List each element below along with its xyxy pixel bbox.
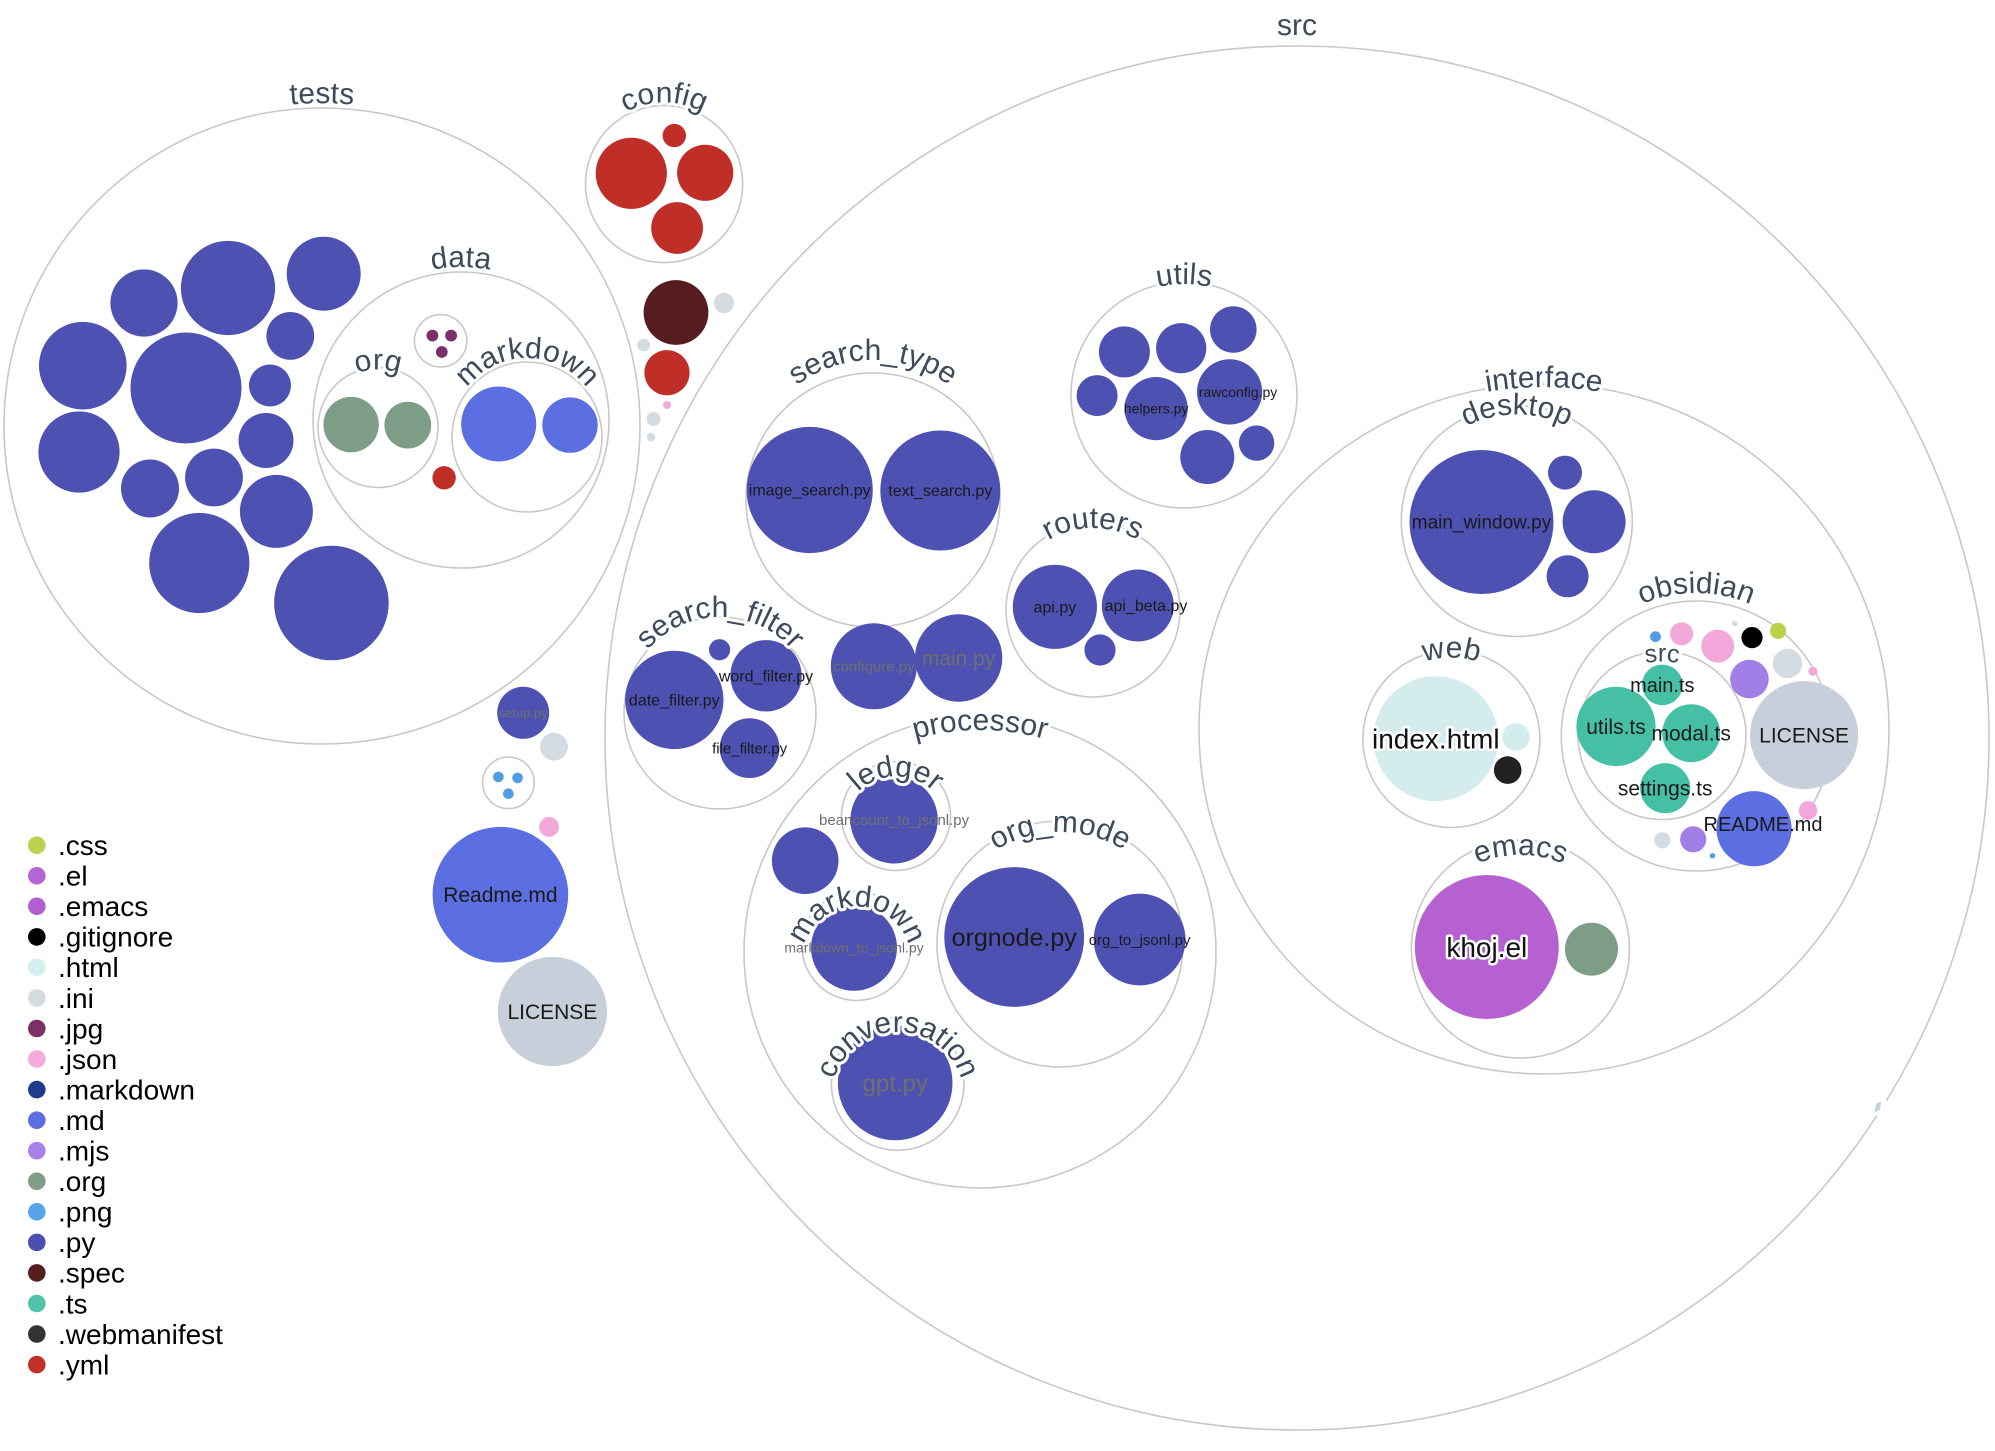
svg-text:.mjs: .mjs [58, 1136, 109, 1167]
svg-text:.spec: .spec [58, 1258, 125, 1289]
svg-text:markdown_to_jsonl.py: markdown_to_jsonl.py [784, 940, 923, 956]
svg-text:config: config [615, 76, 713, 118]
svg-text:.ts: .ts [58, 1288, 88, 1319]
svg-text:interface: interface [1483, 361, 1605, 399]
svg-text:file_filter.py: file_filter.py [712, 740, 788, 757]
svg-text:org_to_jsonl.py: org_to_jsonl.py [1089, 932, 1191, 949]
svg-text:setup.py: setup.py [499, 705, 549, 720]
svg-text:gpt.py: gpt.py [863, 1070, 928, 1097]
svg-text:data: data [428, 241, 494, 277]
svg-text:.yml: .yml [58, 1349, 109, 1380]
svg-text:Readme.md: Readme.md [443, 884, 557, 907]
svg-text:.py: .py [58, 1227, 95, 1258]
svg-text:api.py: api.py [1034, 599, 1077, 616]
svg-text:rawconfig.py: rawconfig.py [1199, 384, 1278, 400]
svg-text:word_filter.py: word_filter.py [718, 668, 813, 685]
svg-text:helpers.py: helpers.py [1124, 401, 1189, 417]
svg-text:.markdown: .markdown [58, 1074, 195, 1105]
svg-text:orgnode.py: orgnode.py [952, 924, 1078, 952]
svg-text:org_mode: org_mode [984, 806, 1137, 856]
svg-text:.emacs: .emacs [58, 891, 148, 922]
svg-text:tests: tests [288, 77, 355, 112]
svg-text:utils.ts: utils.ts [1586, 716, 1646, 739]
svg-text:search_type: search_type [782, 334, 963, 391]
svg-text:.gitignore: .gitignore [58, 922, 173, 953]
svg-text:processor: processor [909, 704, 1052, 746]
svg-text:main_window.py: main_window.py [1412, 513, 1552, 534]
svg-text:settings.ts: settings.ts [1618, 778, 1713, 801]
svg-text:configure.py: configure.py [833, 659, 915, 676]
svg-text:text_search.py: text_search.py [888, 483, 992, 500]
svg-text:.ini: .ini [58, 983, 94, 1014]
svg-text:khoj.el: khoj.el [1446, 932, 1527, 963]
svg-text:src: src [1277, 9, 1318, 42]
svg-text:main.py: main.py [922, 647, 996, 670]
svg-text:.md: .md [58, 1105, 105, 1136]
svg-text:.org: .org [58, 1166, 106, 1197]
svg-text:image_search.py: image_search.py [749, 483, 871, 500]
svg-text:beancount_to_jsonl.py: beancount_to_jsonl.py [819, 812, 970, 829]
svg-text:obsidian: obsidian [1633, 567, 1760, 611]
svg-text:LICENSE: LICENSE [507, 1001, 597, 1024]
svg-text:routers: routers [1036, 502, 1149, 546]
svg-text:LICENSE: LICENSE [1759, 724, 1849, 747]
svg-text:modal.ts: modal.ts [1652, 723, 1731, 746]
svg-text:main.ts: main.ts [1630, 675, 1694, 697]
svg-text:org: org [351, 344, 405, 380]
svg-text:api_beta.py: api_beta.py [1105, 598, 1188, 615]
svg-text:.json: .json [58, 1044, 117, 1075]
svg-text:.el: .el [58, 861, 88, 892]
svg-text:markdown: markdown [449, 332, 607, 393]
svg-text:emacs: emacs [1469, 829, 1572, 871]
svg-text:date_filter.py: date_filter.py [629, 693, 720, 710]
svg-text:.jpg: .jpg [58, 1013, 103, 1044]
svg-text:.html: .html [58, 952, 119, 983]
svg-text:desktop: desktop [1456, 388, 1577, 432]
svg-text:.png: .png [58, 1197, 113, 1228]
svg-text:.css: .css [58, 830, 108, 861]
svg-text:index.html: index.html [1372, 724, 1500, 755]
svg-text:README.md: README.md [1704, 814, 1823, 836]
svg-text:utils: utils [1153, 258, 1215, 294]
svg-text:web: web [1418, 631, 1484, 668]
svg-text:.webmanifest: .webmanifest [58, 1319, 223, 1350]
svg-text:src: src [1643, 640, 1681, 669]
